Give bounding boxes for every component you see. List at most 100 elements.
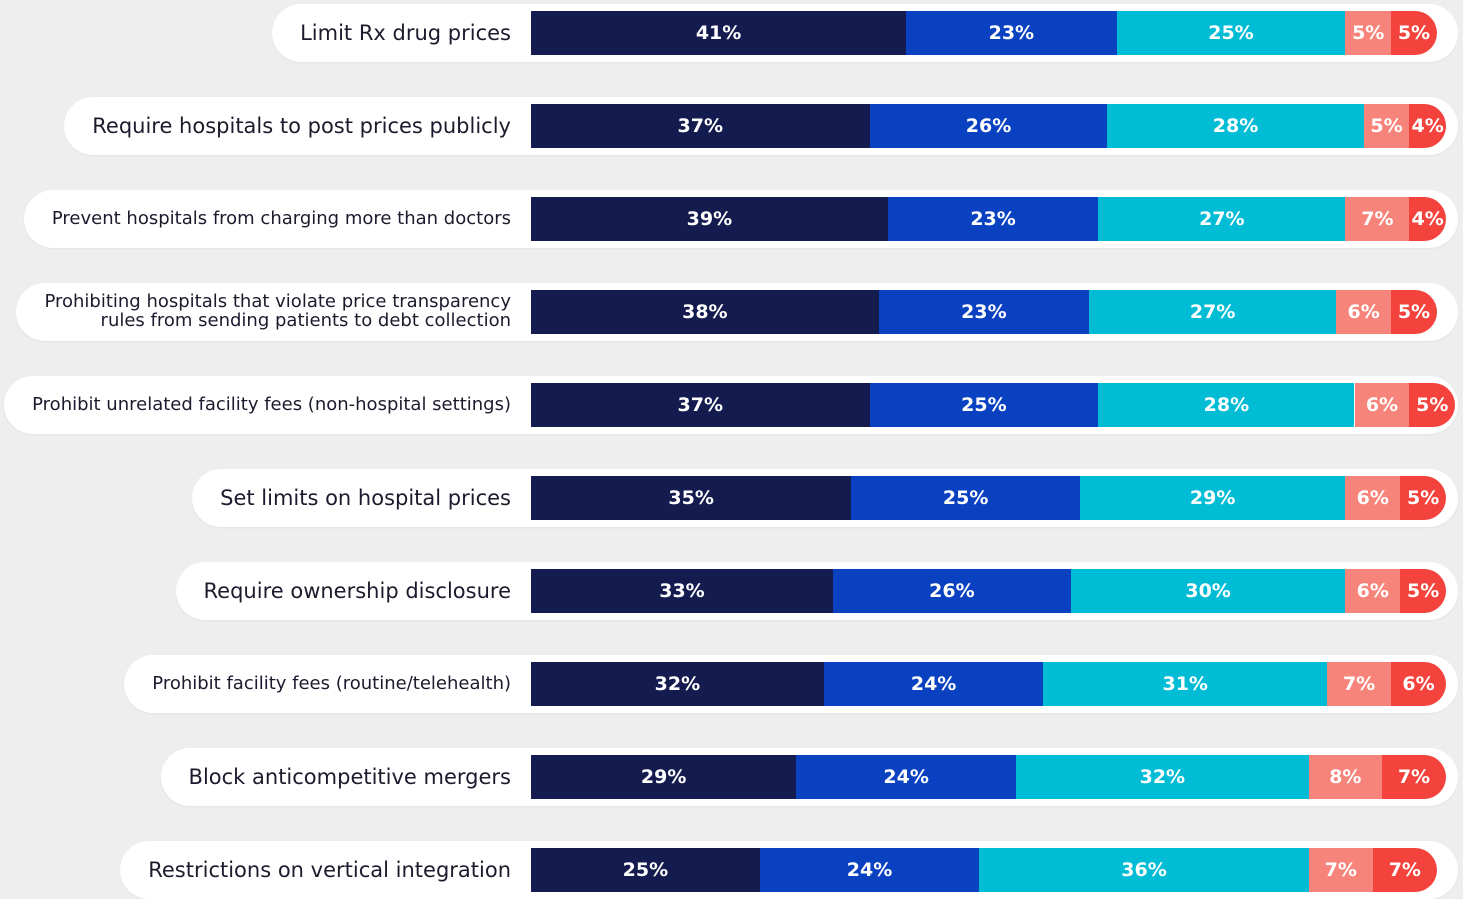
value-label: 24% <box>910 673 957 695</box>
bar: 37% 25% 28% 6% 5% <box>531 383 1456 427</box>
row: Prohibit unrelated facility fees (non-ho… <box>4 376 1458 434</box>
bar-segment: 28% <box>1107 104 1364 148</box>
bar: 25% 24% 36% 7% 7% <box>531 848 1446 892</box>
category-label: Restrictions on vertical integration <box>148 857 511 882</box>
bar: 33% 26% 30% 6% 5% <box>531 569 1446 613</box>
value-label: 27% <box>1189 301 1236 323</box>
value-label: 8% <box>1329 766 1362 788</box>
row: Limit Rx drug prices 41% 23% 25% 5% 5% <box>272 4 1458 62</box>
bar-segment: 26% <box>869 104 1108 148</box>
bar: 37% 26% 28% 5% 4% <box>531 104 1446 148</box>
bar-segment: 25% <box>1116 11 1346 55</box>
bar-segment: 5% <box>1409 383 1456 427</box>
value-label: 5% <box>1370 115 1403 137</box>
value-label: 6% <box>1402 673 1435 695</box>
value-label: 37% <box>677 115 724 137</box>
bar-segment: 7% <box>1308 848 1373 892</box>
category-label: Set limits on hospital prices <box>220 485 511 510</box>
bar-segment: 6% <box>1336 290 1392 334</box>
bar: 32% 24% 31% 7% 6% <box>531 662 1446 706</box>
value-label: 29% <box>640 766 687 788</box>
category-label: Limit Rx drug prices <box>300 20 511 45</box>
bar-segment: 5% <box>1400 476 1446 520</box>
bar-segment: 29% <box>531 755 797 799</box>
value-label: 6% <box>1347 301 1380 323</box>
bar-segment: 39% <box>531 197 888 241</box>
bar-segment: 23% <box>878 290 1090 334</box>
value-label: 7% <box>1397 766 1431 788</box>
bar-segment: 38% <box>531 290 879 334</box>
bar-segment: 8% <box>1308 755 1382 799</box>
bar-segment: 5% <box>1345 11 1392 55</box>
value-label: 5% <box>1406 580 1440 602</box>
bar: 41% 23% 25% 5% 5% <box>531 11 1446 55</box>
bar-segment: 7% <box>1381 755 1446 799</box>
value-label: 23% <box>988 22 1035 44</box>
bar-segment: 27% <box>1089 290 1337 334</box>
row: Prohibiting hospitals that violate price… <box>16 283 1458 341</box>
value-label: 26% <box>929 580 975 602</box>
bar-segment: 27% <box>1098 197 1346 241</box>
value-label: 26% <box>965 115 1012 137</box>
row: Set limits on hospital prices 35% 25% 29% 6%… <box>192 469 1458 527</box>
bar-segment: 23% <box>887 197 1099 241</box>
category-label: Prevent hospitals from charging more tha… <box>51 207 511 229</box>
value-label: 7% <box>1361 208 1394 230</box>
bar-segment: 32% <box>531 662 824 706</box>
value-label: 31% <box>1162 673 1208 695</box>
bar-segment: 7% <box>1372 848 1437 892</box>
row: Require hospitals to post prices publicl… <box>64 97 1458 155</box>
value-label: 6% <box>1365 394 1399 416</box>
value-label: 5% <box>1352 22 1385 44</box>
value-label: 32% <box>1139 766 1186 788</box>
category-label: Prohibit facility fees (routine/teleheal… <box>152 672 511 694</box>
value-label: 5% <box>1406 487 1440 509</box>
bar: 35% 25% 29% 6% 5% <box>531 476 1446 520</box>
value-label: 36% <box>1121 859 1167 881</box>
value-label: 4% <box>1411 115 1444 137</box>
bar-segment: 5% <box>1391 290 1437 334</box>
value-label: 6% <box>1356 580 1389 602</box>
category-label: Prohibit unrelated facility fees (non-ho… <box>32 393 511 415</box>
value-label: 28% <box>1212 115 1259 137</box>
value-label: 5% <box>1416 394 1449 416</box>
category-label: Prohibiting hospitals that violate price… <box>44 291 511 331</box>
value-label: 28% <box>1203 394 1250 416</box>
bar-segment: 6% <box>1391 662 1446 706</box>
value-label: 23% <box>970 208 1016 230</box>
row: Prohibit facility fees (routine/teleheal… <box>124 655 1458 713</box>
value-label: 41% <box>695 22 742 44</box>
bar-segment: 23% <box>906 11 1117 55</box>
bar-segment: 31% <box>1043 662 1328 706</box>
value-label: 24% <box>846 859 893 881</box>
value-label: 27% <box>1199 208 1245 230</box>
bar-segment: 28% <box>1098 383 1355 427</box>
row: Restrictions on vertical integration 25% 2… <box>120 841 1458 899</box>
value-label: 37% <box>677 394 724 416</box>
row: Block anticompetitive mergers 29% 24% 32% 8%… <box>160 748 1458 806</box>
value-label: 25% <box>1208 22 1254 44</box>
bar: 38% 23% 27% 6% 5% <box>531 290 1446 334</box>
bar-segment: 24% <box>796 755 1016 799</box>
bar-segment: 6% <box>1345 476 1401 520</box>
bar-segment: 25% <box>851 476 1080 520</box>
bar-segment: 29% <box>1080 476 1346 520</box>
bar-segment: 37% <box>531 383 870 427</box>
bar-segment: 4% <box>1409 104 1446 148</box>
value-label: 7% <box>1388 859 1421 881</box>
bar-segment: 41% <box>531 11 907 55</box>
value-label: 25% <box>961 394 1007 416</box>
bar-segment: 32% <box>1015 755 1309 799</box>
value-label: 38% <box>682 301 728 323</box>
value-label: 7% <box>1324 859 1357 881</box>
bar-segment: 6% <box>1354 383 1410 427</box>
bar-segment: 26% <box>832 569 1071 613</box>
category-label: Require ownership disclosure <box>203 578 511 603</box>
row: Require ownership disclosure 33% 26% 30% 6% 5… <box>175 562 1458 620</box>
bar-segment: 25% <box>869 383 1099 427</box>
bar-segment: 5% <box>1363 104 1410 148</box>
value-label: 7% <box>1342 673 1376 695</box>
bar: 29% 24% 32% 8% 7% <box>531 755 1446 799</box>
bar-segment: 24% <box>823 662 1044 706</box>
